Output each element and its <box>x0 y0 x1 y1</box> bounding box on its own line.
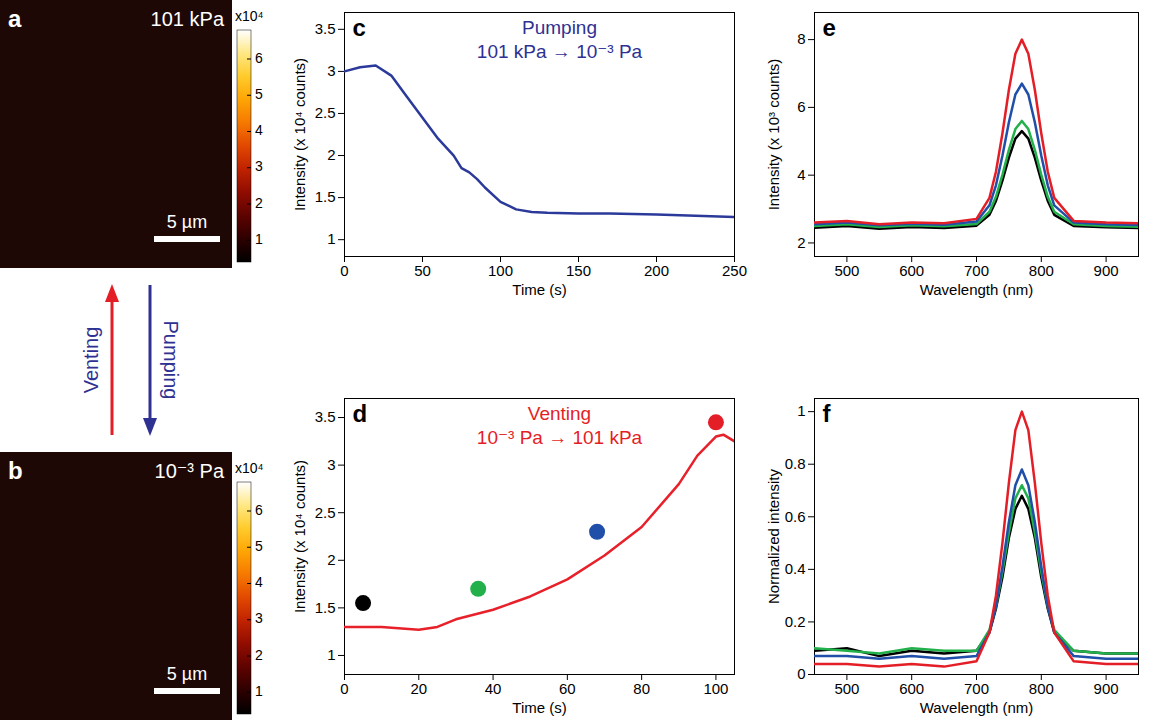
svg-text:1.5: 1.5 <box>315 188 336 205</box>
svg-text:5 µm: 5 µm <box>167 212 207 232</box>
svg-text:1: 1 <box>327 646 335 663</box>
svg-text:5 µm: 5 µm <box>167 664 207 684</box>
svg-text:Time (s): Time (s) <box>512 699 566 716</box>
svg-text:a: a <box>8 5 22 32</box>
svg-text:b: b <box>8 457 23 484</box>
svg-text:Time (s): Time (s) <box>512 281 566 298</box>
svg-text:800: 800 <box>1029 680 1054 697</box>
svg-text:2: 2 <box>255 195 263 211</box>
svg-text:Intensity (x 10⁴ counts): Intensity (x 10⁴ counts) <box>291 460 308 613</box>
svg-text:x10⁴: x10⁴ <box>235 460 264 476</box>
svg-text:40: 40 <box>485 680 502 697</box>
svg-text:Wavelength (nm): Wavelength (nm) <box>920 281 1034 298</box>
svg-text:1: 1 <box>327 230 335 247</box>
svg-text:3: 3 <box>327 456 335 473</box>
svg-text:3: 3 <box>255 610 263 626</box>
svg-text:6: 6 <box>797 98 805 115</box>
svg-text:Intensity (x 10³ counts): Intensity (x 10³ counts) <box>765 59 782 211</box>
svg-text:0: 0 <box>340 680 348 697</box>
svg-text:0.4: 0.4 <box>785 560 806 577</box>
svg-text:4: 4 <box>255 122 263 138</box>
svg-text:4: 4 <box>255 574 263 590</box>
svg-text:100: 100 <box>703 680 728 697</box>
svg-text:250: 250 <box>722 262 747 279</box>
svg-text:Pumping: Pumping <box>522 17 597 38</box>
svg-text:Intensity (x 10⁴ counts): Intensity (x 10⁴ counts) <box>291 58 308 211</box>
svg-text:6: 6 <box>255 50 263 66</box>
svg-text:f: f <box>823 400 832 427</box>
svg-text:150: 150 <box>566 262 591 279</box>
svg-text:101 kPa → 10⁻³ Pa: 101 kPa → 10⁻³ Pa <box>477 41 643 62</box>
svg-text:0.2: 0.2 <box>785 613 806 630</box>
svg-text:500: 500 <box>834 680 859 697</box>
svg-text:2: 2 <box>255 647 263 663</box>
svg-text:Pumping: Pumping <box>160 321 182 400</box>
svg-text:Venting: Venting <box>528 403 591 424</box>
svg-text:500: 500 <box>834 262 859 279</box>
svg-text:1: 1 <box>797 402 805 419</box>
svg-text:4: 4 <box>797 166 805 183</box>
svg-text:8: 8 <box>797 30 805 47</box>
svg-text:6: 6 <box>255 502 263 518</box>
svg-text:800: 800 <box>1029 262 1054 279</box>
svg-text:3: 3 <box>327 62 335 79</box>
svg-text:600: 600 <box>899 262 924 279</box>
svg-text:200: 200 <box>644 262 669 279</box>
svg-text:101 kPa: 101 kPa <box>151 8 225 30</box>
svg-text:Normalized intensity: Normalized intensity <box>765 468 782 604</box>
svg-text:2: 2 <box>797 234 805 251</box>
svg-text:1: 1 <box>255 231 263 247</box>
svg-text:100: 100 <box>488 262 513 279</box>
svg-text:c: c <box>353 14 366 41</box>
svg-text:60: 60 <box>559 680 576 697</box>
svg-text:5: 5 <box>255 86 263 102</box>
svg-text:1.5: 1.5 <box>315 599 336 616</box>
svg-text:0.8: 0.8 <box>785 455 806 472</box>
svg-text:3.5: 3.5 <box>315 20 336 37</box>
svg-text:x10⁴: x10⁴ <box>235 8 264 24</box>
svg-text:900: 900 <box>1094 262 1119 279</box>
svg-text:3: 3 <box>255 158 263 174</box>
svg-text:50: 50 <box>414 262 431 279</box>
svg-text:0: 0 <box>340 262 348 279</box>
svg-text:Venting: Venting <box>80 327 102 394</box>
svg-text:700: 700 <box>964 262 989 279</box>
svg-text:d: d <box>353 400 368 427</box>
svg-text:700: 700 <box>964 680 989 697</box>
svg-text:Wavelength (nm): Wavelength (nm) <box>920 699 1034 716</box>
svg-text:1: 1 <box>255 683 263 699</box>
svg-text:10⁻³ Pa → 101 kPa: 10⁻³ Pa → 101 kPa <box>477 427 643 448</box>
svg-text:0.6: 0.6 <box>785 508 806 525</box>
svg-text:0: 0 <box>797 665 805 682</box>
svg-text:80: 80 <box>633 680 650 697</box>
svg-text:2.5: 2.5 <box>315 104 336 121</box>
svg-text:600: 600 <box>899 680 924 697</box>
svg-text:20: 20 <box>410 680 427 697</box>
svg-text:3.5: 3.5 <box>315 408 336 425</box>
svg-text:5: 5 <box>255 538 263 554</box>
svg-text:2.5: 2.5 <box>315 504 336 521</box>
svg-text:900: 900 <box>1094 680 1119 697</box>
svg-text:e: e <box>823 14 836 41</box>
svg-text:2: 2 <box>327 146 335 163</box>
svg-text:2: 2 <box>327 551 335 568</box>
svg-text:10⁻³ Pa: 10⁻³ Pa <box>155 460 225 482</box>
